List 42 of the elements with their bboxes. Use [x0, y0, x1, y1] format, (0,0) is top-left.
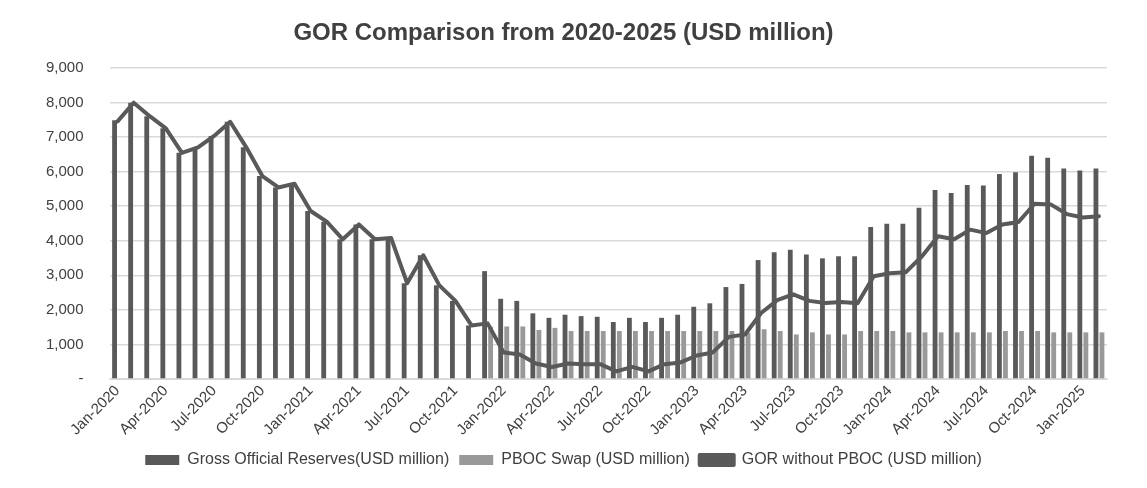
bar — [777, 330, 783, 379]
bar — [1003, 330, 1008, 379]
y-tick-label: 8,000 — [45, 92, 84, 110]
y-tick-label: 2,000 — [45, 300, 84, 318]
bar — [536, 329, 542, 379]
bar — [1067, 332, 1073, 379]
bar — [842, 334, 847, 379]
legend-label: PBOC Swap (USD million) — [501, 450, 690, 468]
bar — [1019, 330, 1024, 379]
y-tick-label: 3,000 — [45, 265, 84, 283]
bar — [584, 330, 590, 379]
bar — [761, 329, 767, 379]
bar — [665, 330, 671, 379]
y-tick-label: 7,000 — [45, 127, 84, 145]
bar — [954, 332, 960, 379]
bar — [970, 332, 976, 379]
y-tick-label: 5,000 — [45, 196, 84, 214]
bar — [697, 330, 703, 379]
y-tick-label: 4,000 — [45, 230, 84, 248]
bar — [826, 334, 831, 379]
bar — [986, 332, 992, 379]
bar — [1035, 330, 1041, 379]
bar — [938, 332, 944, 379]
legend-label: Gross Official Reserves(USD million) — [187, 450, 450, 468]
bar — [890, 330, 896, 379]
bar — [600, 330, 606, 379]
bar — [633, 330, 638, 379]
bar — [793, 334, 799, 379]
legend-label: GOR without PBOC (USD million) — [741, 450, 982, 468]
y-tick-label: 1,000 — [45, 334, 84, 352]
bar — [1083, 332, 1089, 379]
bar — [681, 330, 687, 379]
y-tick-label: 9,000 — [45, 57, 84, 75]
bar — [1051, 332, 1057, 379]
bar — [858, 330, 864, 379]
chart-title: GOR Comparison from 2020-2025 (USD million) — [293, 18, 834, 46]
bar — [520, 326, 526, 379]
bar — [809, 332, 815, 379]
bar — [504, 326, 510, 379]
y-tick-label: - — [78, 369, 84, 387]
bar — [874, 330, 880, 379]
y-tick-label: 6,000 — [45, 161, 84, 179]
